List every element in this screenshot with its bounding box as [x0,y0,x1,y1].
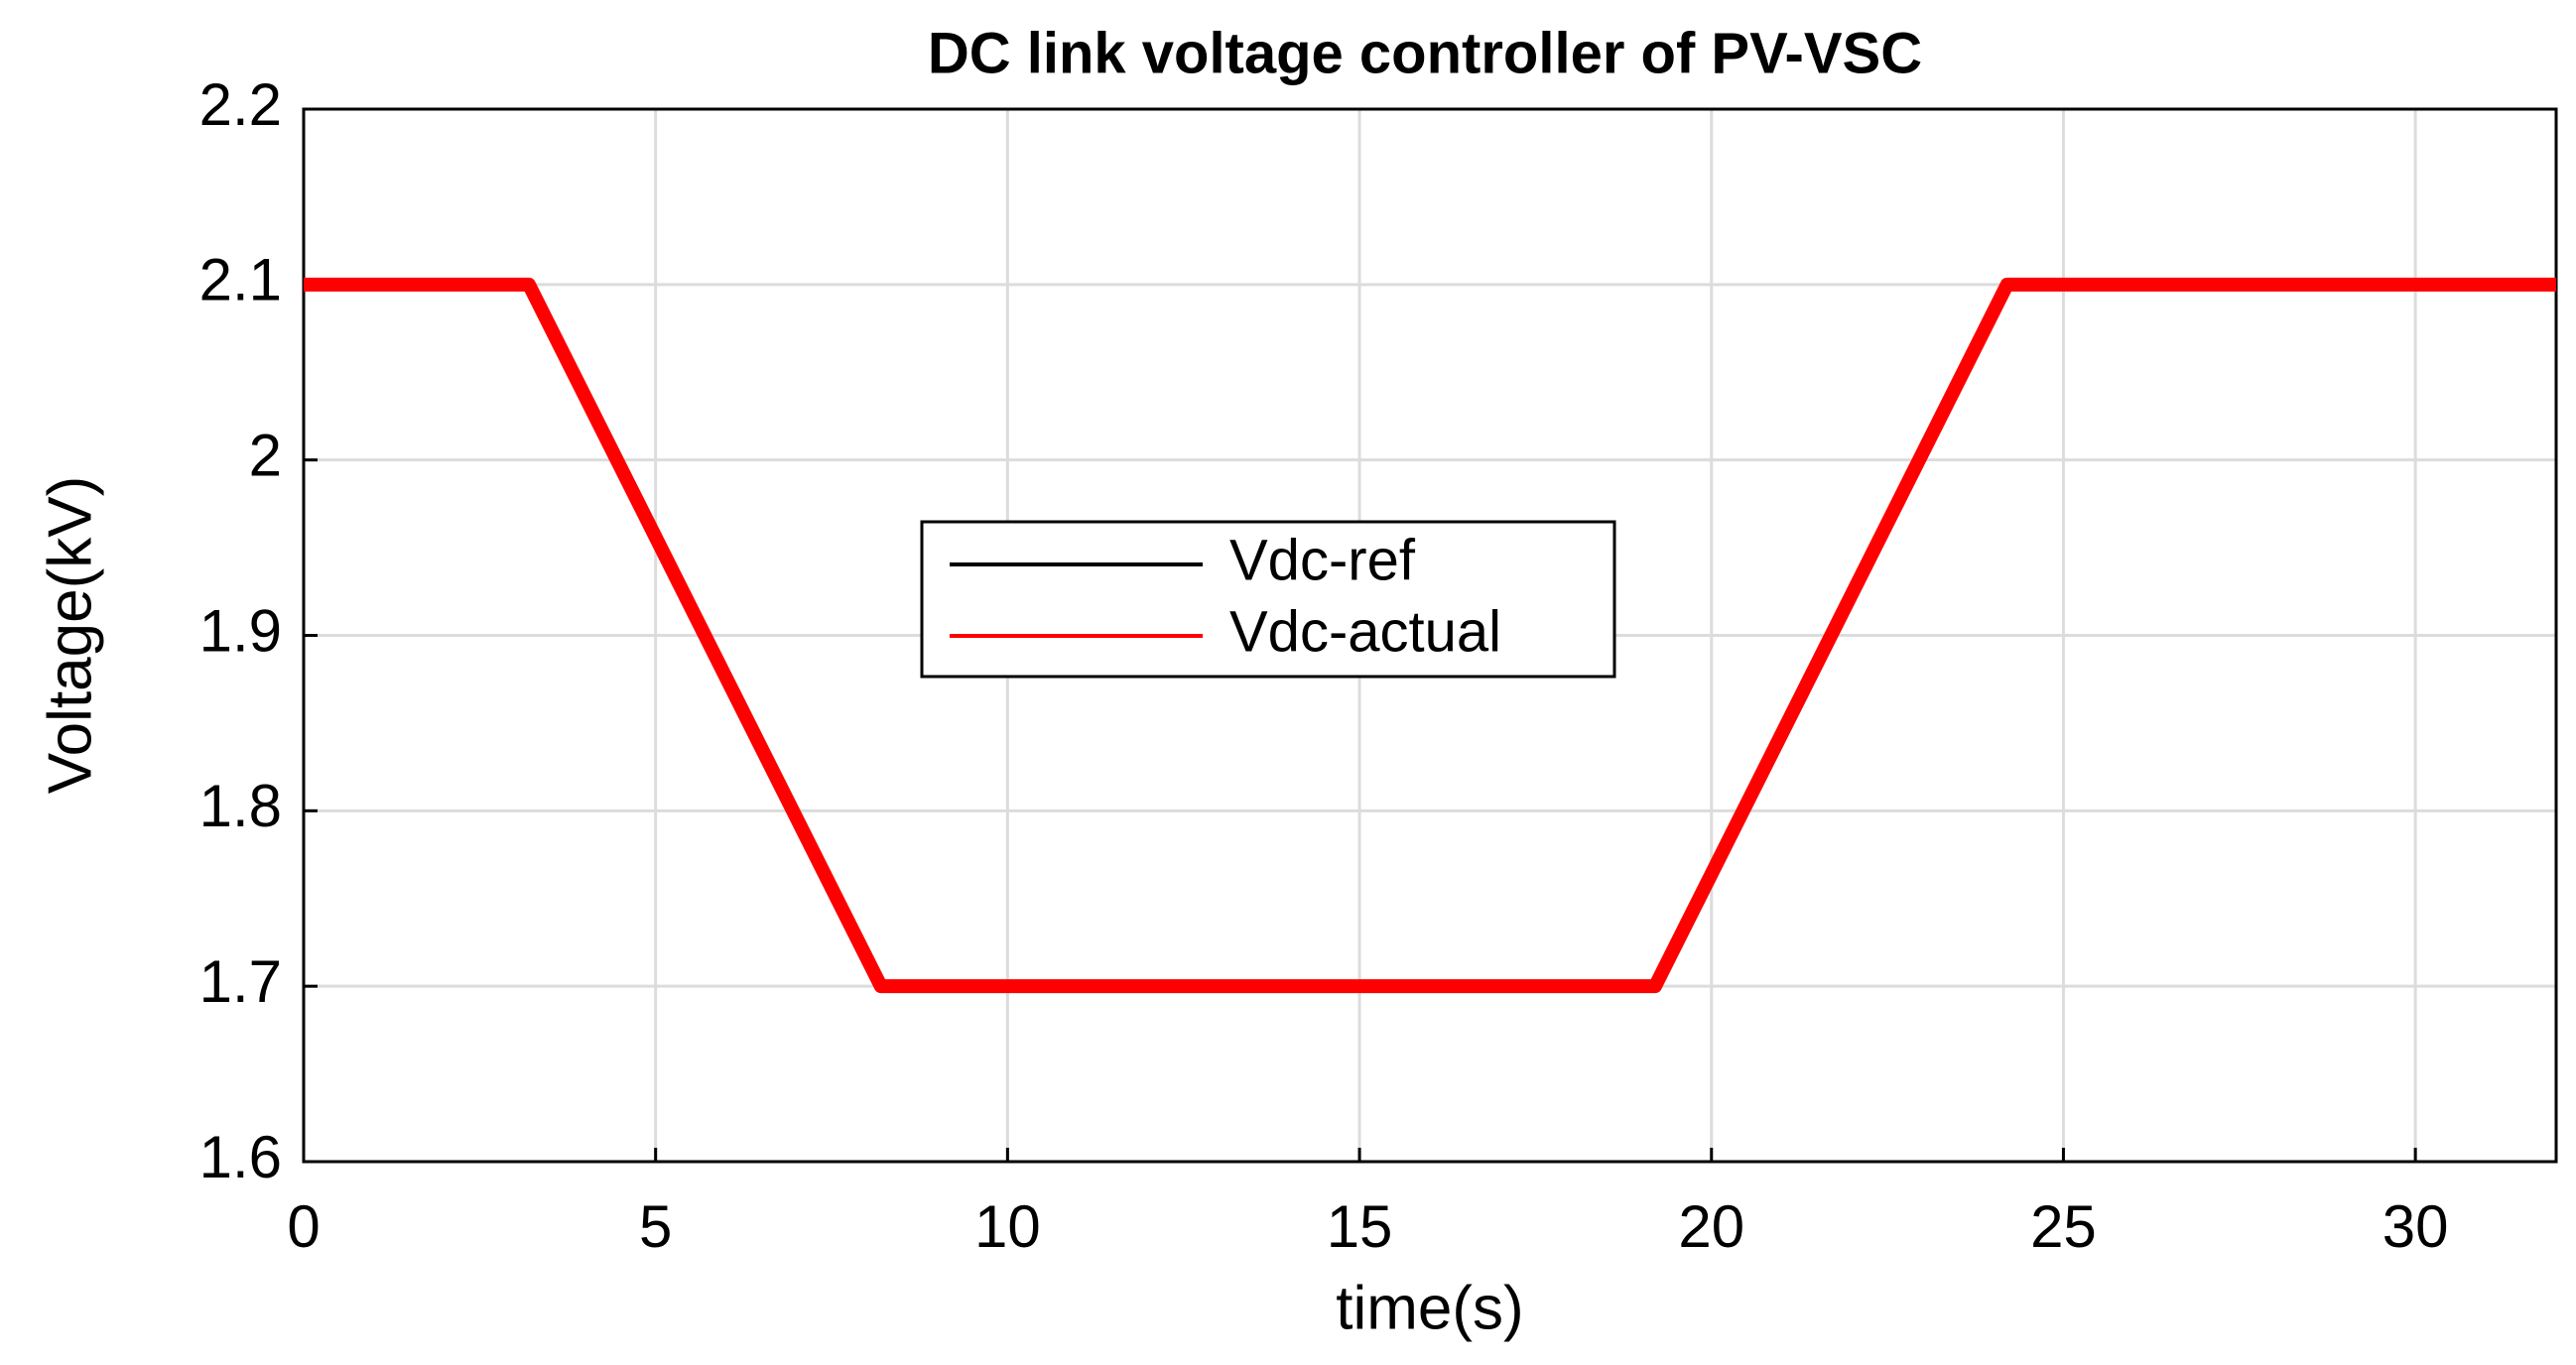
x-tick-label: 5 [639,1193,672,1260]
y-tick-label: 1.7 [199,948,282,1015]
x-tick-label: 10 [974,1193,1041,1260]
x-tick-label: 25 [2030,1193,2097,1260]
plot-frame [302,107,2558,1164]
x-tick-label: 30 [2383,1193,2449,1260]
y-tick-label: 2.2 [199,71,282,138]
legend-box [920,520,1616,679]
x-tick-label: 20 [1678,1193,1744,1260]
legend-label: Vdc-ref [1229,528,1416,592]
y-tick-label: 1.6 [199,1124,282,1190]
x-tick-label: 0 [287,1193,320,1260]
y-tick-label: 2.1 [199,247,282,313]
x-axis-label: time(s) [1336,1274,1523,1342]
series-line [304,277,2556,994]
x-tick-label: 15 [1327,1193,1393,1260]
legend-label: Vdc-actual [1229,599,1501,664]
y-tick-label: 2 [249,423,282,489]
y-tick-label: 1.8 [199,773,282,839]
y-tick-label: 1.9 [199,597,282,664]
chart-title: DC link voltage controller of PV-VSC [928,21,1922,85]
y-axis-label: Voltage(kV) [36,476,104,795]
